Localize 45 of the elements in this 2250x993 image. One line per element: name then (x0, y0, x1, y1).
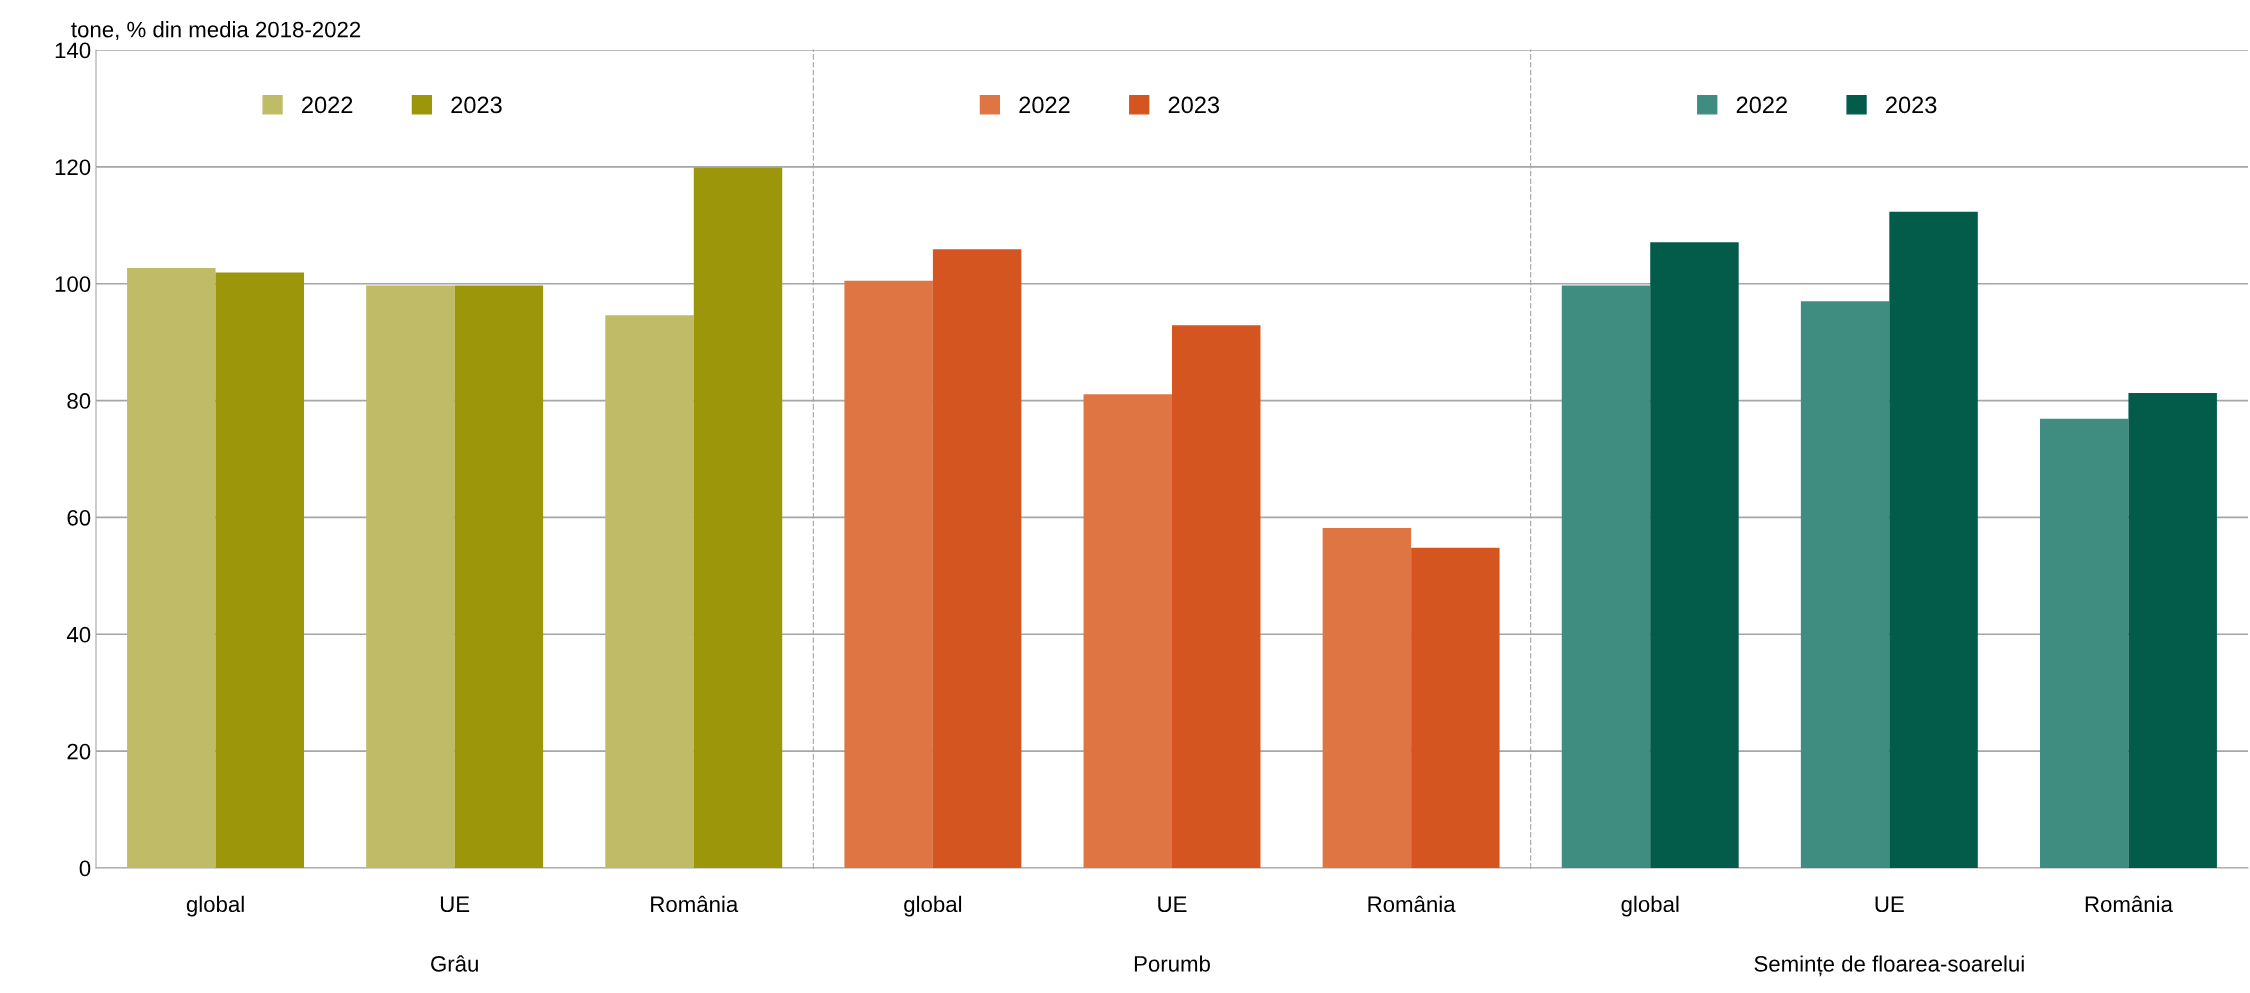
x-tick-label: România (2085, 895, 2173, 913)
y-tick-label: 80 (67, 393, 91, 409)
legend-label: 2022 (302, 96, 353, 114)
bar (1800, 301, 1890, 868)
bar (127, 267, 216, 868)
bar (932, 249, 1022, 868)
legend-label: 2023 (451, 96, 502, 114)
x-axis-title: Semințe de floarea-soarelui (1754, 955, 2024, 977)
bar (844, 280, 933, 868)
x-tick-label: UE (440, 896, 470, 913)
y-tick-label: 120 (55, 159, 91, 176)
x-axis-title: Porumb (1134, 955, 1210, 972)
x-tick-label: global (186, 895, 244, 917)
y-tick-label: 60 (67, 509, 91, 526)
y-tick-label: 140 (55, 42, 91, 59)
y-tick-label: 100 (55, 276, 91, 292)
x-tick-label: România (1368, 895, 1456, 913)
x-tick-label: UE (1875, 896, 1904, 913)
bar (605, 315, 694, 868)
legend-label: 2023 (1168, 96, 1220, 114)
bar (1889, 211, 1978, 868)
y-axis-title: tone, % din media 2018-2022 (71, 21, 361, 41)
bar (1650, 242, 1739, 868)
y-tick-label: 20 (67, 743, 91, 760)
bar (2128, 392, 2217, 868)
x-tick-label: România (651, 895, 739, 913)
bar (454, 285, 544, 868)
bar (1322, 527, 1412, 868)
bar (1083, 394, 1172, 868)
x-tick-label: UE (1158, 896, 1187, 913)
x-tick-label: global (1621, 895, 1679, 917)
bar (2039, 418, 2129, 868)
y-tick-label: 0 (79, 860, 91, 877)
bar (1172, 325, 1261, 868)
bar (366, 285, 455, 868)
x-tick-label: global (904, 895, 962, 917)
bar (215, 272, 305, 868)
legend-label: 2022 (1736, 96, 1787, 114)
y-tick-label: 40 (66, 626, 91, 643)
bar (1411, 547, 1500, 868)
bar (1561, 285, 1651, 868)
legend-label: 2023 (1886, 96, 1937, 114)
bar (693, 167, 783, 868)
legend-label: 2022 (1019, 96, 1070, 114)
x-axis-title: Grâu (431, 955, 478, 972)
